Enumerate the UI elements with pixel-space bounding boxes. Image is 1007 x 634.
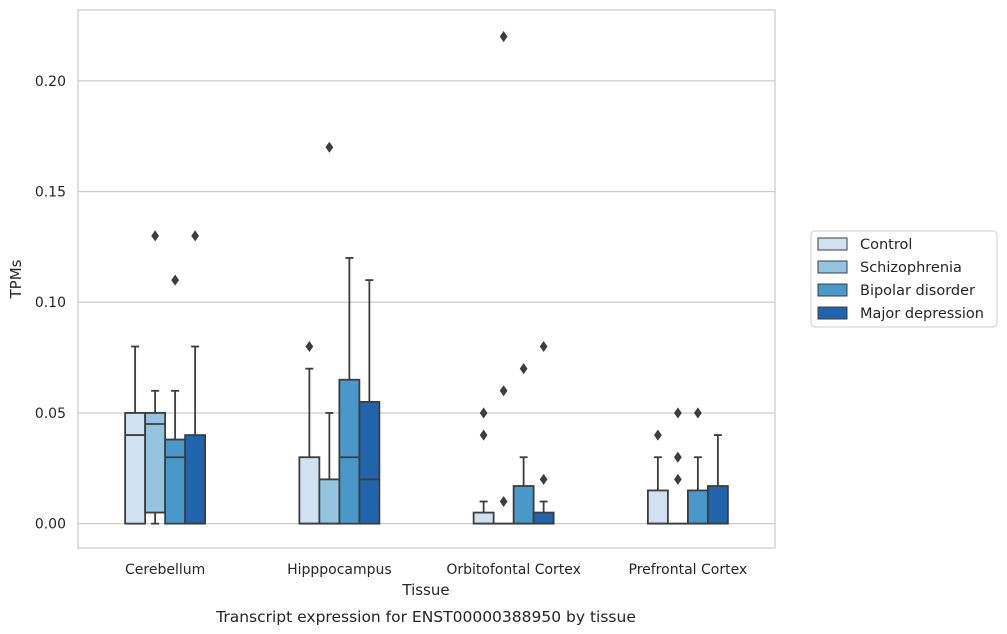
y-tick-label: 0.05 <box>35 406 66 422</box>
outlier-point <box>479 429 488 441</box>
y-tick-label: 0.20 <box>35 74 66 90</box>
legend-label: Bipolar disorder <box>860 283 975 299</box>
box <box>358 400 381 525</box>
outlier-point <box>499 495 508 508</box>
outlier-point <box>171 274 179 286</box>
outlier-point <box>539 341 548 353</box>
legend-swatch <box>817 283 848 297</box>
box <box>124 412 147 525</box>
outlier-point <box>151 230 159 242</box>
legend-swatch <box>817 306 848 320</box>
box <box>164 438 187 525</box>
outlier-point <box>191 230 199 242</box>
box <box>318 478 341 525</box>
box <box>184 434 207 525</box>
legend: Control Schizophrenia Bipolar disorder Majo… <box>810 230 998 328</box>
x-axis-title: Tissue <box>401 581 449 599</box>
outlier-point <box>499 31 508 43</box>
y-tick-label: 0.15 <box>35 185 66 201</box>
box <box>298 456 321 525</box>
outlier-point <box>325 141 334 153</box>
outlier-point <box>694 407 702 419</box>
legend-swatch <box>817 237 848 251</box>
x-tick-label: Hipppocampus <box>287 562 392 578</box>
legend-swatch <box>817 260 848 274</box>
outlier-point <box>674 407 682 419</box>
outlier-point <box>479 407 488 419</box>
y-tick-label: 0.10 <box>35 295 66 311</box>
legend-label: Schizophrenia <box>860 260 962 276</box>
outlier-point <box>305 341 314 353</box>
chart-caption: Transcript expression for ENST0000038895… <box>215 608 636 626</box>
legend-label: Major depression <box>860 306 984 322</box>
box <box>338 378 361 525</box>
outlier-point <box>539 473 548 485</box>
box-groups <box>124 31 729 525</box>
x-tick-labels: Cerebellum Hipppocampus Orbitofontal Corte… <box>125 562 747 578</box>
y-axis-title: TPMs <box>7 259 25 299</box>
box <box>472 511 495 525</box>
box <box>512 485 535 525</box>
outlier-point <box>519 363 528 375</box>
outlier-point <box>674 451 682 463</box>
legend-frame <box>810 230 998 328</box>
x-tick-label: Prefrontal Cortex <box>629 562 748 578</box>
x-tick-label: Orbitofontal Cortex <box>446 562 581 578</box>
box <box>144 412 167 514</box>
box <box>686 489 709 525</box>
outlier-point <box>499 385 508 397</box>
plot-area-frame <box>77 9 776 549</box>
box <box>532 511 555 525</box>
outlier-point <box>674 473 682 485</box>
box <box>646 489 669 525</box>
outlier-point <box>654 429 662 441</box>
y-tick-label: 0.00 <box>35 517 66 533</box>
y-tick-labels: 0.00 0.05 0.10 0.15 0.20 <box>35 74 66 533</box>
box <box>706 485 729 525</box>
x-tick-label: Cerebellum <box>125 562 205 578</box>
legend-label: Control <box>860 237 912 253</box>
